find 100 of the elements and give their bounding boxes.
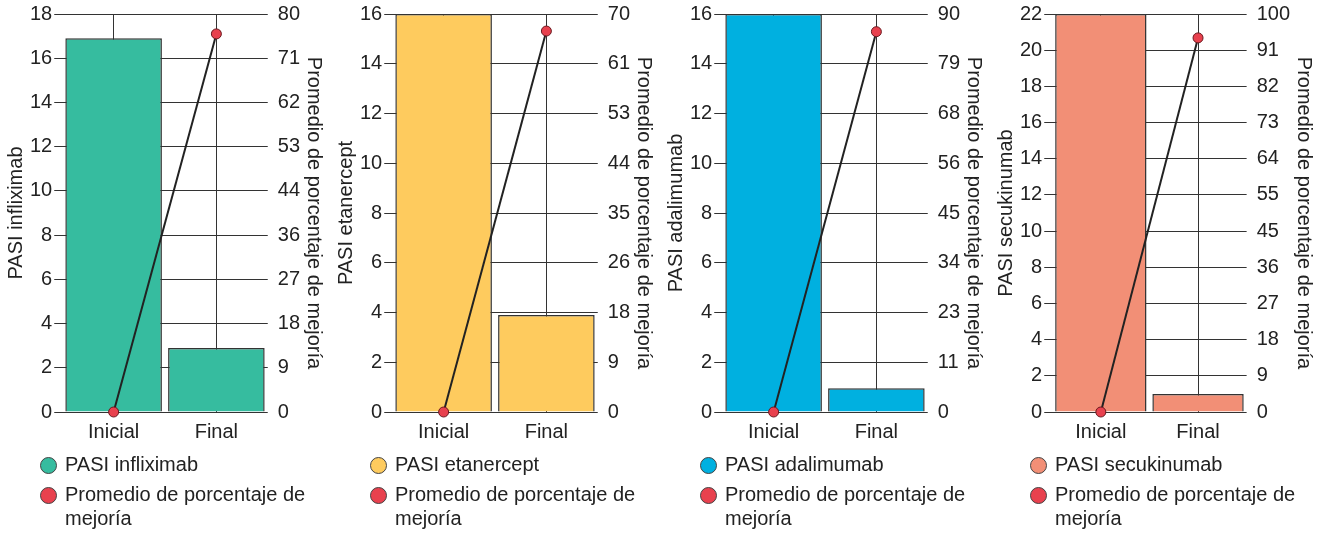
x-tick-label: Final [854, 419, 899, 442]
y-tick-label: 10 [1020, 218, 1043, 241]
y2-tick-label: 55 [1256, 182, 1279, 205]
y2-tick-label: 71 [277, 45, 300, 68]
legend-label: Promedio de porcentaje de mejoría [1055, 482, 1297, 530]
y2-tick-label: 9 [277, 355, 289, 378]
text: PASI etanercept [395, 452, 540, 476]
y-tick-label: 22 [1020, 1, 1043, 24]
y-axis-title: PASI adalimumab [663, 133, 686, 293]
x-tick-label: Inicial [88, 419, 140, 442]
y2-tick-label: 73 [1256, 110, 1279, 133]
x-tick-label: Inicial [1075, 419, 1127, 442]
y2-axis-title: Promedio de porcentaje de mejoría [1294, 56, 1317, 371]
y2-axis-title: Promedio de porcentaje de mejoría [304, 56, 327, 371]
x-tick-label: Final [1176, 419, 1220, 442]
y2-tick-label: 0 [607, 399, 619, 422]
x-tick-label: Inicial [418, 419, 470, 442]
y-tick-label: 0 [1031, 399, 1043, 422]
y-tick-label: 14 [30, 89, 53, 112]
y2-tick-label: 56 [937, 150, 960, 173]
y2-tick-label: 9 [607, 349, 619, 372]
y-tick-label: 16 [30, 45, 53, 68]
y2-tick-label: 9 [1256, 363, 1268, 386]
y2-tick-label: 100 [1256, 1, 1291, 24]
y2-tick-label: 80 [277, 1, 300, 24]
y2-tick-label: 27 [1256, 290, 1279, 313]
text: PASI infliximab [65, 452, 199, 476]
y2-tick-label: 36 [1256, 254, 1279, 277]
legend-label: Promedio de porcentaje de mejoría [725, 482, 967, 530]
y-tick-label: 4 [371, 300, 383, 323]
y-tick-label: 16 [360, 1, 383, 24]
y-tick-label: 12 [30, 134, 53, 157]
y2-tick-label: 44 [277, 178, 300, 201]
y-tick-label: 4 [1031, 327, 1043, 350]
y-tick-label: 6 [41, 266, 53, 289]
y2-tick-label: 34 [937, 250, 960, 273]
y-tick-label: 12 [1020, 182, 1043, 205]
y2-tick-label: 35 [607, 200, 630, 223]
y-tick-label: 0 [371, 399, 383, 422]
y2-tick-label: 70 [607, 1, 630, 24]
legend-label: PASI secukinumab [1055, 452, 1223, 476]
y-tick-label: 6 [371, 250, 383, 273]
y-axis-title: PASI secukinumab [993, 129, 1016, 297]
y2-tick-label: 45 [937, 200, 960, 223]
y-tick-label: 6 [701, 250, 713, 273]
y-tick-label: 2 [371, 349, 383, 372]
y-tick-label: 18 [1020, 73, 1043, 96]
y-tick-label: 12 [360, 101, 383, 124]
y2-tick-label: 0 [277, 399, 289, 422]
y-tick-label: 14 [360, 51, 383, 74]
y2-tick-label: 90 [937, 1, 960, 24]
x-tick-label: Final [524, 419, 569, 442]
y2-axis-title: Promedio de porcentaje de mejoría [964, 56, 987, 371]
y2-tick-label: 91 [1256, 37, 1279, 60]
y-tick-label: 14 [1020, 146, 1043, 169]
y2-tick-label: 53 [607, 101, 630, 124]
y-tick-label: 8 [371, 200, 383, 223]
y-tick-label: 6 [1031, 290, 1043, 313]
y-tick-label: 2 [1031, 363, 1043, 386]
y-tick-label: 0 [701, 399, 713, 422]
y-tick-label: 2 [41, 355, 53, 378]
y2-tick-label: 0 [937, 399, 949, 422]
y-tick-label: 4 [41, 311, 53, 334]
y2-tick-label: 18 [277, 311, 300, 334]
y2-tick-label: 79 [937, 51, 960, 74]
y-tick-label: 4 [701, 300, 713, 323]
y-tick-label: 20 [1020, 37, 1043, 60]
y2-axis-title: Promedio de porcentaje de mejoría [634, 56, 657, 371]
y-tick-label: 18 [30, 1, 53, 24]
y-axis-title: PASI etanercept [333, 140, 356, 286]
y2-tick-label: 53 [277, 134, 300, 157]
y-tick-label: 8 [41, 222, 53, 245]
y-tick-label: 0 [41, 399, 53, 422]
y2-tick-label: 45 [1256, 218, 1279, 241]
y2-tick-label: 11 [937, 349, 959, 372]
y2-tick-label: 68 [937, 101, 960, 124]
y2-tick-label: 64 [1256, 146, 1279, 169]
y2-tick-label: 18 [607, 300, 630, 323]
legend-label: Promedio de porcentaje de mejoría [65, 482, 307, 530]
y2-tick-label: 44 [607, 150, 630, 173]
y2-tick-label: 18 [1256, 327, 1279, 350]
y2-tick-label: 0 [1256, 399, 1268, 422]
y2-tick-label: 61 [607, 51, 630, 74]
y-axis-title: PASI infliximab [3, 146, 26, 280]
y-tick-label: 10 [690, 150, 713, 173]
y-tick-label: 14 [690, 51, 713, 74]
y2-tick-label: 23 [937, 300, 960, 323]
y2-tick-label: 82 [1256, 73, 1279, 96]
y2-tick-label: 27 [277, 266, 300, 289]
y-tick-label: 16 [690, 1, 713, 24]
y-tick-label: 16 [1020, 110, 1043, 133]
y2-tick-label: 62 [277, 89, 300, 112]
y-tick-label: 2 [701, 349, 713, 372]
y-tick-label: 8 [1031, 254, 1043, 277]
y-tick-label: 12 [690, 101, 713, 124]
x-tick-label: Final [194, 419, 239, 442]
y-tick-label: 8 [701, 200, 713, 223]
y-tick-label: 10 [30, 178, 53, 201]
y2-tick-label: 26 [607, 250, 630, 273]
x-tick-label: Inicial [748, 419, 800, 442]
